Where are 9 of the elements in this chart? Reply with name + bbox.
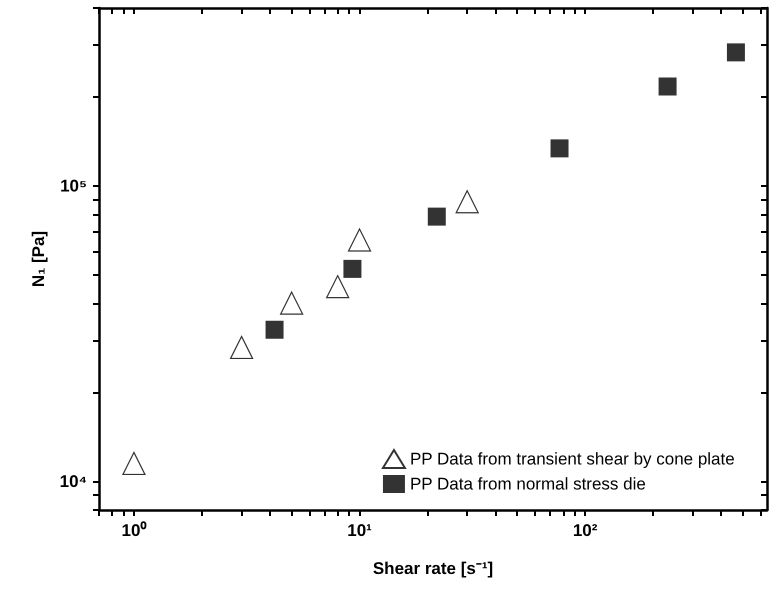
x-tick-label: 10² [572, 521, 598, 540]
y-tick-label: 10⁴ [60, 472, 87, 491]
y-tick-label: 10⁵ [60, 176, 87, 196]
y-axis-title: N₁ [Pa] [29, 230, 48, 288]
x-axis-title: Shear rate [s⁻¹] [372, 559, 494, 578]
x-tick-label: 10⁰ [121, 521, 146, 540]
legend-label: PP Data from normal stress die [410, 474, 646, 494]
x-tick-label: 10¹ [347, 521, 372, 540]
legend-label: PP Data from transient shear by cone plate [410, 450, 735, 468]
